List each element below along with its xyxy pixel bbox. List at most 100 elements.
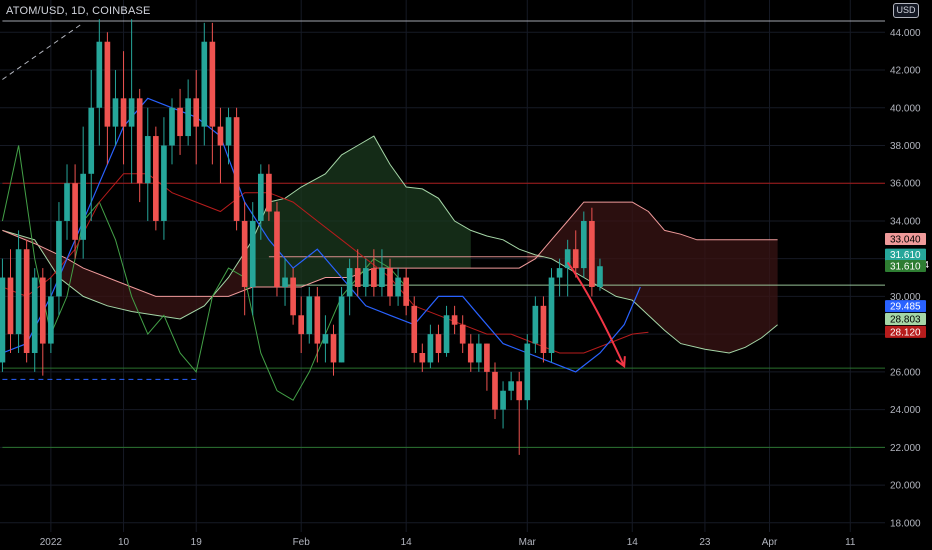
kijun-sen-line <box>2 173 649 354</box>
candle-body <box>484 343 490 372</box>
price-label-value: 33.040 <box>890 235 921 246</box>
candle-body <box>0 277 6 363</box>
candle-body <box>524 343 531 401</box>
candle-body <box>572 249 579 269</box>
price-tick-label: 26.000 <box>890 367 921 378</box>
candle-body <box>39 277 46 344</box>
candle-body <box>144 136 151 184</box>
candle-body <box>31 277 38 354</box>
candle-body <box>564 249 571 269</box>
candle-body <box>80 173 86 240</box>
candle-body <box>136 98 143 184</box>
candle-body <box>492 371 498 410</box>
currency-button[interactable]: USD <box>893 3 919 18</box>
candle-body <box>266 173 272 212</box>
candle-body <box>241 220 248 287</box>
candle-body <box>161 145 167 221</box>
time-tick-label: 19 <box>191 537 203 548</box>
price-label-value: 31.610 <box>890 262 921 273</box>
candle-body <box>387 268 393 297</box>
price-axis-background <box>885 0 932 550</box>
candle-body <box>23 249 30 354</box>
time-tick-label: 11 <box>845 537 856 548</box>
candle-body <box>443 315 450 354</box>
price-tick-label: 40.000 <box>890 103 921 114</box>
candle-body <box>48 296 54 344</box>
price-tick-label: 36.000 <box>890 179 921 190</box>
candle-body <box>120 98 127 127</box>
dashed-trend-line <box>2 22 84 80</box>
price-tick-label: 20.000 <box>890 481 921 492</box>
candle-body <box>451 315 458 325</box>
price-tick-label: 44.000 <box>890 28 921 39</box>
price-label-badge <box>885 260 926 273</box>
candles <box>0 19 603 455</box>
candle-body <box>56 220 62 297</box>
time-tick-label: Feb <box>293 537 311 548</box>
candle-body <box>225 117 232 146</box>
candle-body <box>338 296 345 363</box>
candle-body <box>597 266 603 287</box>
candle-body <box>589 220 595 287</box>
price-tick-label: 22.000 <box>890 443 921 454</box>
candle-body <box>362 268 369 287</box>
candle-body <box>508 381 514 391</box>
candle-body <box>411 305 418 354</box>
price-labels: 33.04031.61003:36:2431.61029.48528.80328… <box>885 233 929 338</box>
price-tick-label: 34.000 <box>890 216 921 227</box>
price-label-value: 28.120 <box>890 327 921 338</box>
candle-body <box>580 220 587 269</box>
price-tick-label: 24.000 <box>890 405 921 416</box>
candle-body <box>467 343 474 363</box>
price-label-badge <box>885 300 926 313</box>
candle-body <box>379 268 385 287</box>
candle-body <box>532 305 539 344</box>
price-label-badge <box>885 233 926 246</box>
time-tick-label: 23 <box>699 537 711 548</box>
price-label-value: 29.485 <box>890 302 921 313</box>
candle-body <box>459 324 466 344</box>
candle-body <box>330 334 337 363</box>
price-label-value: 28.803 <box>890 314 921 325</box>
candle-body <box>354 268 361 287</box>
candle-body <box>298 315 305 335</box>
candle-body <box>72 183 78 240</box>
time-tick-label: 10 <box>118 537 130 548</box>
candle-body <box>306 296 313 335</box>
tenkan-sen-line <box>2 97 641 373</box>
time-tick-label: Apr <box>762 537 778 548</box>
candle-body <box>516 381 523 401</box>
price-label-badge <box>885 325 926 338</box>
candle-body <box>185 98 191 137</box>
candle-body <box>427 334 434 363</box>
candle-body <box>153 136 159 221</box>
candle-body <box>290 277 296 316</box>
time-tick-label: 14 <box>627 537 639 548</box>
candle-body <box>7 277 14 335</box>
price-tick-label: 42.000 <box>890 66 921 77</box>
candle-body <box>96 41 103 108</box>
time-tick-label: Mar <box>519 537 537 548</box>
candle-body <box>282 277 288 287</box>
candle-body <box>249 220 256 287</box>
candle-body <box>15 249 22 335</box>
price-label-badge <box>885 312 926 325</box>
symbol-title: ATOM/USD, 1D, COINBASE <box>6 5 151 17</box>
senkou-span-a-line <box>2 135 778 354</box>
candle-body <box>403 277 409 306</box>
senkou-span-b-line <box>2 201 778 297</box>
price-tick-label: 18.000 <box>890 518 921 529</box>
candle-body <box>257 173 264 221</box>
candle-body <box>540 305 547 354</box>
time-axis: 2022 10 19 Feb 14 Mar 14 23 Apr 11 <box>40 537 856 548</box>
candle-body <box>128 98 135 127</box>
candle-body <box>435 334 442 354</box>
candle-body <box>371 268 377 287</box>
price-tick-label: 30.000 <box>890 292 921 303</box>
price-tick-label: 38.000 <box>890 141 921 152</box>
candle-body <box>500 390 506 410</box>
candle-body <box>274 211 280 287</box>
candle-body <box>177 107 183 137</box>
